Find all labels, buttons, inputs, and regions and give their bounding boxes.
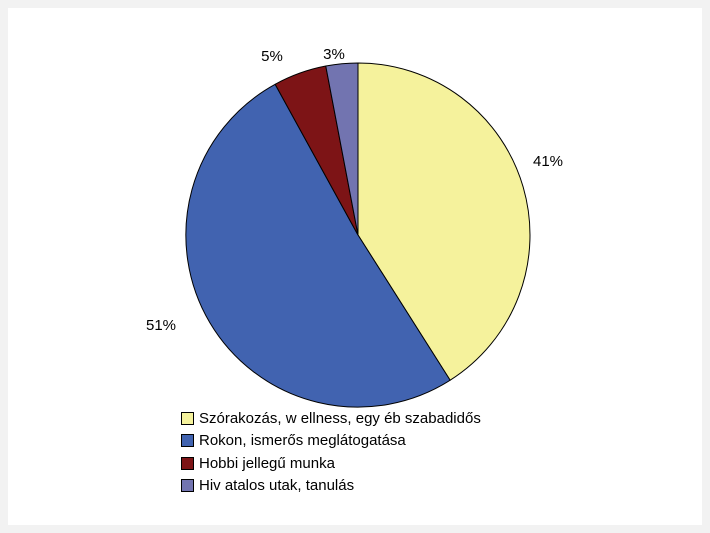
legend-swatch	[181, 434, 194, 448]
legend-item: Rokon, ismerős meglátogatása	[181, 430, 481, 453]
pie-slice	[357, 62, 531, 381]
slice-value-label: 5%	[261, 48, 283, 65]
legend-item: Szórakozás, w ellness, egy éb szabadidős	[181, 407, 481, 430]
legend-item: Hobbi jellegű munka	[181, 452, 481, 475]
legend-swatch	[181, 456, 194, 470]
slice-value-label: 41%	[533, 153, 563, 170]
legend-label: Rokon, ismerős meglátogatása	[199, 432, 406, 450]
pie-slice	[325, 62, 359, 236]
legend-item: Hiv atalos utak, tanulás	[181, 475, 481, 498]
legend: Szórakozás, w ellness, egy éb szabadidős…	[181, 407, 481, 497]
legend-label: Szórakozás, w ellness, egy éb szabadidős	[199, 409, 481, 427]
pie-slice	[185, 83, 451, 408]
slice-value-label: 3%	[323, 46, 345, 63]
slice-value-label: 51%	[146, 317, 176, 334]
pie-chart: 41% 51% 5% 3%	[146, 46, 563, 408]
chart-area: 41% 51% 5% 3% Szórakozás, w ellness, egy éb…	[8, 8, 702, 525]
legend-label: Hiv atalos utak, tanulás	[199, 477, 355, 495]
legend-swatch	[181, 411, 194, 425]
legend-label: Hobbi jellegű munka	[199, 454, 335, 472]
legend-swatch	[181, 479, 194, 493]
